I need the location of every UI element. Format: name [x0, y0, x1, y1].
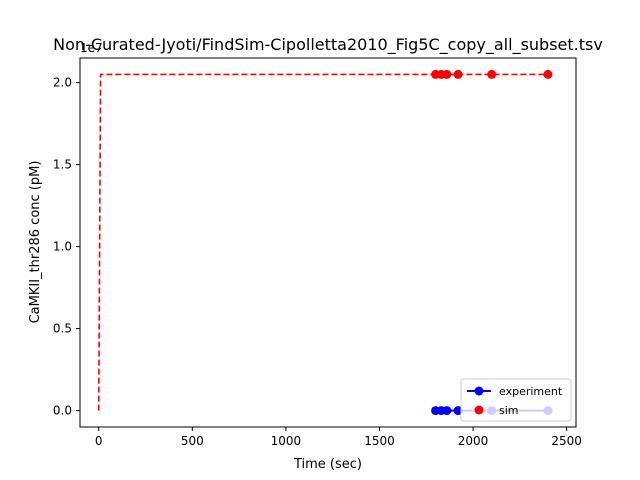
- legend: experiment sim: [460, 378, 572, 422]
- y-axis-label: CaMKII_thr286 conc (pM): [28, 161, 43, 324]
- legend-box: [460, 378, 572, 422]
- x-tick-label: 1500: [364, 434, 395, 448]
- x-tick-label: 2500: [551, 434, 582, 448]
- y-tick-label: 0.0: [53, 404, 72, 418]
- experiment-data-point: [453, 406, 463, 416]
- x-axis-label: Time (sec): [293, 457, 362, 472]
- legend-marker-sim: [474, 405, 484, 415]
- sim-data-point: [543, 69, 553, 79]
- x-tick-label: 2000: [458, 434, 489, 448]
- x-tick-label: 500: [181, 434, 204, 448]
- experiment-data-point: [442, 406, 452, 416]
- sim-data-point: [442, 69, 452, 79]
- y-tick-label: 2.0: [53, 76, 72, 90]
- sim-data-point: [487, 69, 497, 79]
- legend-label-experiment: experiment: [499, 385, 563, 398]
- legend-label-sim: sim: [499, 404, 519, 417]
- x-tick-label: 1000: [271, 434, 302, 448]
- x-tick-label: 0: [95, 434, 103, 448]
- chart-title: Non-Curated-Jyoti/FindSim-Cipolletta2010…: [53, 35, 603, 55]
- y-axis-ticks: 0.0 0.5 1.0 1.5 2.0: [53, 76, 80, 418]
- axes-frame: [79, 57, 577, 428]
- y-tick-label: 0.5: [53, 322, 72, 336]
- sim-dashed-line: [97, 73, 548, 411]
- y-axis-offset-label: 1e7: [80, 41, 103, 55]
- y-tick-label: 1.0: [53, 240, 72, 254]
- legend-marker-experiment: [474, 386, 484, 396]
- x-axis-ticks: 0 500 1000 1500 2000 2500: [95, 427, 582, 448]
- y-tick-label: 1.5: [53, 158, 72, 172]
